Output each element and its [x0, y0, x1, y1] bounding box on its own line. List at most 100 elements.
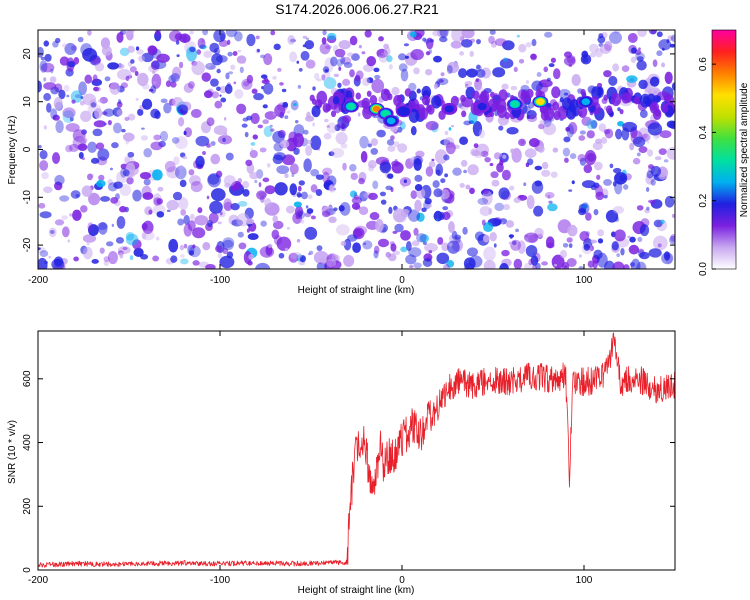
speckle	[262, 119, 269, 125]
speckle	[293, 201, 302, 208]
speckle	[65, 122, 80, 132]
speckle	[562, 242, 569, 248]
y-tick-label: 0	[22, 146, 33, 152]
speckle	[282, 101, 289, 108]
band-blob	[603, 94, 609, 101]
speckle	[323, 132, 332, 140]
speckle	[450, 40, 462, 49]
speckle	[87, 30, 92, 36]
speckle	[489, 162, 494, 167]
speckle	[321, 210, 331, 218]
speckle	[432, 30, 442, 37]
speckle	[138, 55, 145, 62]
speckle	[111, 142, 119, 149]
speckle	[565, 126, 571, 132]
speckle	[335, 132, 348, 145]
speckle	[172, 96, 183, 107]
speckle	[290, 252, 303, 260]
speckle	[349, 190, 357, 198]
speckle	[409, 31, 417, 38]
speckle	[451, 230, 458, 241]
speckle	[370, 148, 379, 155]
speckle	[58, 89, 66, 100]
speckle	[384, 46, 391, 57]
band-blob	[645, 100, 651, 107]
speckle	[639, 109, 648, 119]
speckle	[107, 251, 118, 265]
speckle	[569, 153, 577, 160]
speckle	[241, 123, 248, 128]
speckle	[284, 173, 289, 179]
speckle	[326, 122, 337, 134]
speckle	[211, 91, 220, 99]
speckle	[197, 37, 206, 49]
speckle	[463, 120, 472, 126]
speckle	[525, 244, 538, 258]
speckle	[188, 245, 201, 258]
speckle	[436, 77, 449, 86]
x-tick-label: -100	[210, 275, 230, 286]
speckle	[530, 53, 537, 60]
speckle	[223, 201, 233, 212]
speckle	[525, 80, 530, 84]
speckle	[69, 117, 74, 122]
speckle	[467, 164, 479, 176]
speckle	[113, 181, 123, 189]
speckle	[423, 38, 430, 44]
speckle	[303, 158, 312, 173]
speckle	[127, 45, 135, 54]
speckle	[77, 36, 84, 43]
speckle	[156, 211, 165, 218]
speckle	[308, 250, 314, 255]
speckle	[586, 119, 597, 130]
speckle	[286, 110, 291, 114]
band-blob	[330, 110, 337, 118]
speckle	[226, 251, 234, 259]
speckle	[448, 221, 455, 233]
speckle	[534, 165, 543, 171]
speckle	[378, 36, 384, 42]
speckle	[377, 238, 390, 248]
speckle	[593, 208, 599, 216]
speckle	[319, 257, 327, 264]
speckle	[358, 206, 369, 216]
speckle	[53, 181, 63, 191]
speckle	[563, 92, 569, 96]
speckle	[468, 255, 483, 268]
band-blob	[633, 96, 640, 105]
speckle	[67, 239, 71, 243]
speckle	[433, 210, 443, 222]
speckle	[546, 77, 551, 82]
speckle	[289, 163, 299, 175]
speckle	[228, 71, 234, 75]
speckle	[189, 175, 201, 186]
speckle	[552, 147, 559, 153]
peak	[381, 110, 390, 118]
speckle	[122, 132, 135, 142]
speckle	[608, 75, 618, 86]
speckle	[520, 84, 530, 92]
speckle	[446, 61, 460, 74]
speckle	[256, 48, 261, 53]
speckle	[232, 50, 238, 56]
speckle	[499, 218, 508, 225]
speckle	[250, 112, 260, 125]
speckle	[568, 243, 573, 249]
speckle	[115, 237, 125, 244]
speckle	[379, 161, 392, 174]
speckle	[388, 206, 393, 215]
speckle	[445, 142, 456, 155]
speckle	[192, 260, 200, 266]
band-blob	[553, 110, 561, 121]
speckle	[416, 88, 421, 94]
speckle	[465, 184, 471, 190]
speckle	[425, 51, 431, 56]
speckle	[494, 93, 498, 98]
speckle	[414, 174, 423, 182]
speckle	[94, 62, 105, 72]
speckle	[184, 127, 193, 138]
speckle	[650, 179, 656, 186]
speckle	[279, 82, 284, 86]
speckle	[337, 82, 342, 88]
